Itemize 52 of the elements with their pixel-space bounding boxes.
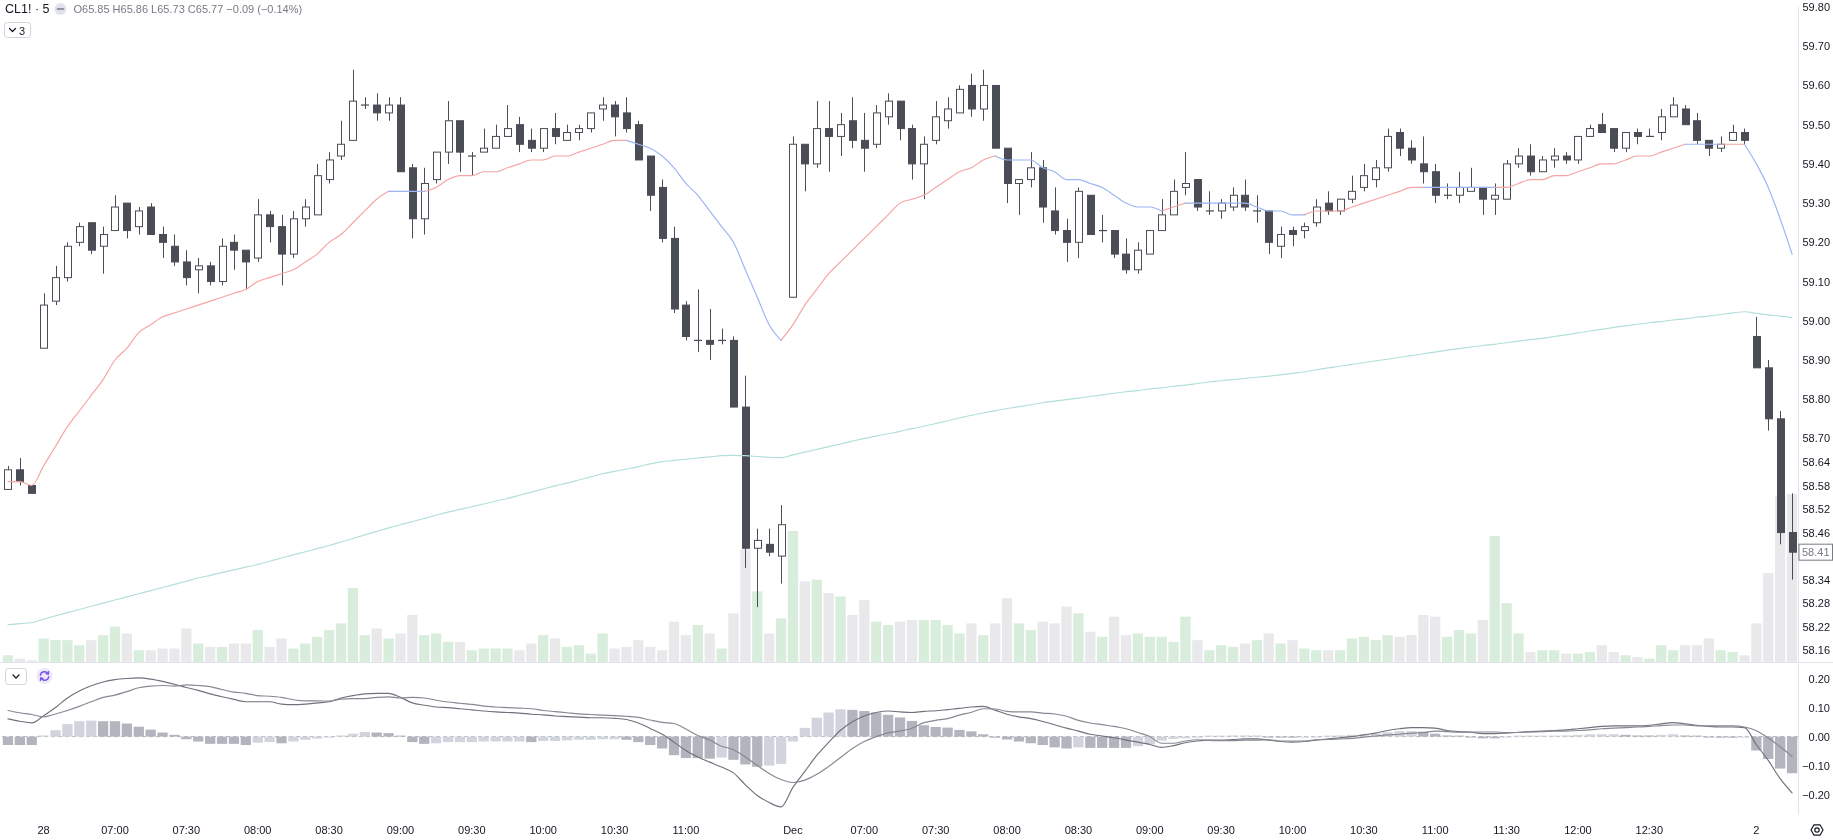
y-tick-label: 59.80 (1802, 1, 1830, 13)
chart-title: CL1! · 5 (5, 2, 50, 16)
y-tick-label: 58.16 (1802, 644, 1830, 657)
y-tick-label: 59.20 (1802, 236, 1830, 249)
x-tick-label: 2 (1753, 824, 1760, 836)
x-tick-label: 09:00 (386, 824, 415, 836)
x-tick-label: 28 (37, 824, 50, 836)
y-tick-label: 58.90 (1802, 353, 1830, 366)
y-tick-label: 59.40 (1802, 157, 1830, 170)
x-tick-label: 09:00 (1136, 824, 1164, 836)
x-tick-label: 09:30 (458, 824, 486, 836)
x-tick-label: Dec (783, 824, 804, 836)
y-tick-label: 0.10 (1808, 701, 1830, 714)
x-tick-label: 08:00 (243, 824, 272, 836)
x-tick-label: 10:00 (1278, 824, 1307, 836)
y-tick-label: 0.00 (1808, 730, 1830, 743)
x-tick-label: 09:30 (1207, 824, 1235, 836)
x-tick-label: 07:30 (921, 824, 950, 836)
y-tick-label: 58.52 (1802, 503, 1830, 516)
x-tick-label: 10:30 (1350, 824, 1378, 836)
x-tick-label: 11:00 (672, 824, 700, 836)
y-tick-label: 58.64 (1802, 455, 1830, 468)
x-tick-label: 08:00 (993, 824, 1021, 836)
y-tick-label: 59.00 (1802, 314, 1830, 327)
x-tick-label: 10:30 (600, 824, 629, 836)
y-tick-label: −0.10 (1802, 759, 1830, 772)
y-tick-label: 58.70 (1802, 432, 1830, 445)
y-tick-label: 58.28 (1802, 597, 1830, 610)
x-tick-label: 12:00 (1564, 824, 1592, 836)
y-tick-label: 0.20 (1808, 672, 1830, 685)
y-tick-label: 59.30 (1802, 197, 1830, 210)
y-tick-label: 59.60 (1802, 79, 1830, 92)
x-tick-label: 07:00 (101, 824, 129, 836)
y-tick-label: 58.34 (1802, 573, 1830, 586)
y-tick-label: 59.10 (1802, 275, 1830, 288)
x-tick-label: 07:30 (172, 824, 201, 836)
y-tick-label: 58.22 (1802, 620, 1830, 633)
x-tick-label: 07:00 (850, 824, 879, 836)
y-tick-label: −0.20 (1802, 788, 1830, 801)
y-tick-label: 58.46 (1802, 526, 1830, 539)
y-tick-label: 58.80 (1802, 393, 1830, 406)
x-tick-label: 08:30 (315, 824, 343, 836)
x-tick-label: 10:00 (529, 824, 557, 836)
x-tick-label: 11:30 (1493, 824, 1520, 836)
chart-subtitle: O65.85 H65.86 L65.73 C65.77 −0.09 (−0.14%) (73, 3, 303, 15)
x-tick-label: 12:30 (1635, 824, 1664, 836)
y-tick-label: 58.58 (1802, 479, 1830, 492)
y-tick-label: 59.50 (1802, 118, 1830, 131)
y-tick-label: 59.70 (1802, 40, 1830, 53)
x-tick-label: 08:30 (1064, 824, 1093, 836)
x-tick-label: 11:00 (1421, 824, 1449, 836)
annotation: 3 (19, 24, 26, 37)
